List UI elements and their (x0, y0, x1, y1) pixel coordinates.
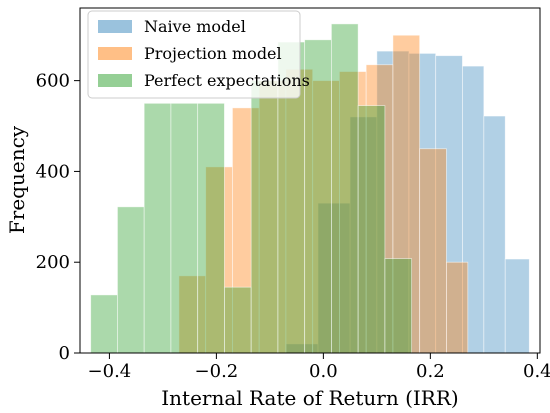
legend-entry: Perfect expectations (144, 71, 310, 90)
y-tick-label: 0 (59, 343, 70, 364)
histogram-bar (285, 68, 314, 354)
x-tick-label: 0.2 (416, 361, 445, 382)
legend-entry: Projection model (144, 44, 282, 63)
plot-frame (79, 7, 541, 354)
bars-layer (90, 23, 530, 354)
legend-swatch (98, 74, 132, 87)
histogram-bar (384, 258, 413, 354)
histogram-bar (117, 206, 145, 354)
legend-swatch (98, 47, 132, 60)
histogram-bar (304, 39, 332, 354)
histogram-bar (445, 261, 469, 354)
histogram-bar (90, 294, 118, 354)
histogram-bar (365, 64, 394, 354)
histogram-bar (483, 115, 506, 354)
histogram-bar (504, 258, 530, 354)
y-tick-label: 200 (36, 252, 70, 273)
x-tick-label: 0.4 (523, 361, 550, 382)
series-perfect-expectations (90, 23, 413, 354)
histogram-bar (224, 286, 252, 354)
legend-box (87, 10, 301, 99)
histogram-bar (357, 105, 386, 354)
histogram-bar (392, 34, 421, 354)
x-tick-label: −0.2 (195, 361, 239, 382)
x-axis-ticks: −0.4 −0.2 0.0 0.2 0.4 (88, 353, 550, 382)
histogram-bar (143, 102, 172, 354)
series-naive-model (285, 50, 530, 354)
histogram-bar (312, 80, 340, 354)
series-projection-model (178, 34, 469, 354)
histogram-bar (258, 80, 287, 354)
y-tick-label: 400 (36, 161, 70, 182)
x-axis-label: Internal Rate of Return (IRR) (161, 386, 458, 410)
histogram-bar (339, 71, 367, 354)
histogram-bar (232, 107, 260, 354)
histogram-bar (419, 148, 447, 354)
histogram-bar (330, 23, 359, 354)
histogram-bar (170, 102, 199, 354)
legend-entry: Naive model (144, 17, 246, 36)
legend-swatch (98, 20, 132, 33)
legend: Naive model Projection model Perfect expec… (87, 10, 310, 99)
x-tick-label: −0.4 (88, 361, 132, 382)
histogram-bar (197, 102, 225, 354)
y-tick-label: 600 (36, 71, 70, 92)
y-axis-label: Frequency (5, 125, 29, 234)
y-axis-ticks: 0 200 400 600 (36, 71, 80, 364)
x-tick-label: 0.0 (309, 361, 338, 382)
histogram-bar (250, 80, 279, 354)
histogram-bar (317, 202, 351, 354)
